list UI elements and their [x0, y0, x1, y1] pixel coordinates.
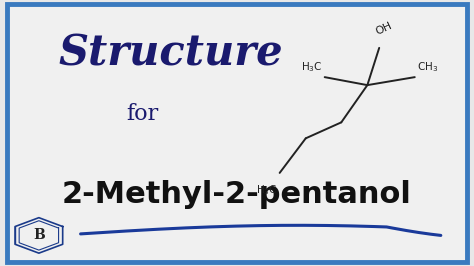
Text: Structure: Structure — [58, 32, 283, 74]
Text: B: B — [33, 228, 45, 242]
Text: OH: OH — [374, 21, 394, 37]
Text: for: for — [126, 103, 158, 125]
FancyBboxPatch shape — [7, 4, 467, 262]
Text: 2-Methyl-2-pentanol: 2-Methyl-2-pentanol — [62, 180, 412, 209]
Text: H$_3$C: H$_3$C — [301, 61, 322, 74]
Text: H$_3$C: H$_3$C — [255, 184, 277, 197]
Text: CH$_3$: CH$_3$ — [417, 61, 438, 74]
